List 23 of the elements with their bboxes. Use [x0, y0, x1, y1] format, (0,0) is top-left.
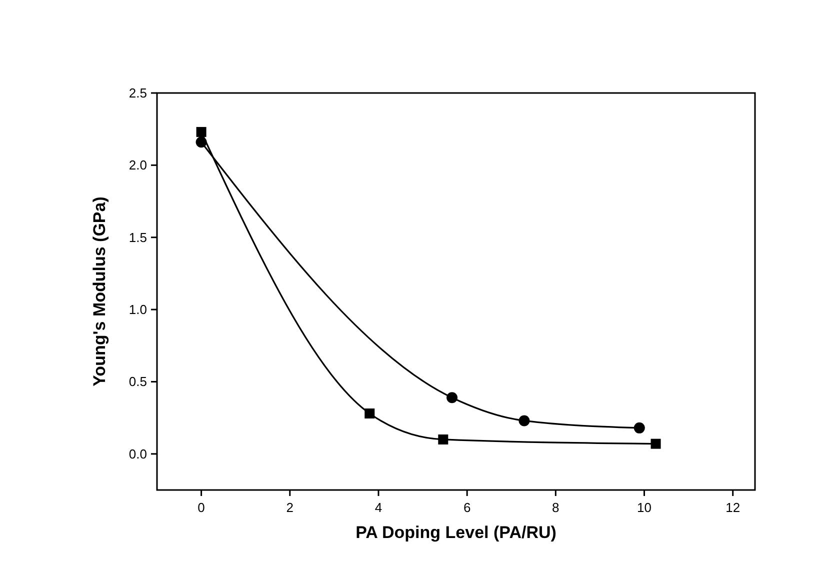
y-tick-label: 0.0	[128, 446, 147, 462]
y-tick-label: 0.5	[128, 374, 147, 390]
point	[438, 434, 448, 444]
point	[634, 422, 645, 434]
point	[518, 415, 530, 426]
point	[446, 392, 458, 404]
y-tick-label: 2.0	[128, 158, 147, 173]
point	[196, 126, 206, 137]
y-tick-label: 1.0	[128, 302, 147, 318]
x-tick-label: 0	[198, 500, 205, 515]
x-tick-label: 10	[637, 500, 652, 515]
y-tick-label: 2.5	[128, 86, 147, 100]
y-tick-label: 1.5	[128, 230, 147, 245]
y-axis-title: Young's Modulus (GPa)	[90, 196, 109, 386]
x-tick-label: 2	[286, 500, 294, 515]
x-tick-label: 12	[726, 500, 740, 515]
x-axis-title: PA Doping Level (PA/RU)	[356, 523, 556, 542]
point	[650, 438, 661, 449]
point	[196, 136, 207, 148]
point	[364, 408, 375, 418]
x-tick-label: 4	[374, 500, 382, 515]
x-tick-label: 8	[552, 500, 560, 515]
x-tick-label: 6	[463, 500, 471, 515]
